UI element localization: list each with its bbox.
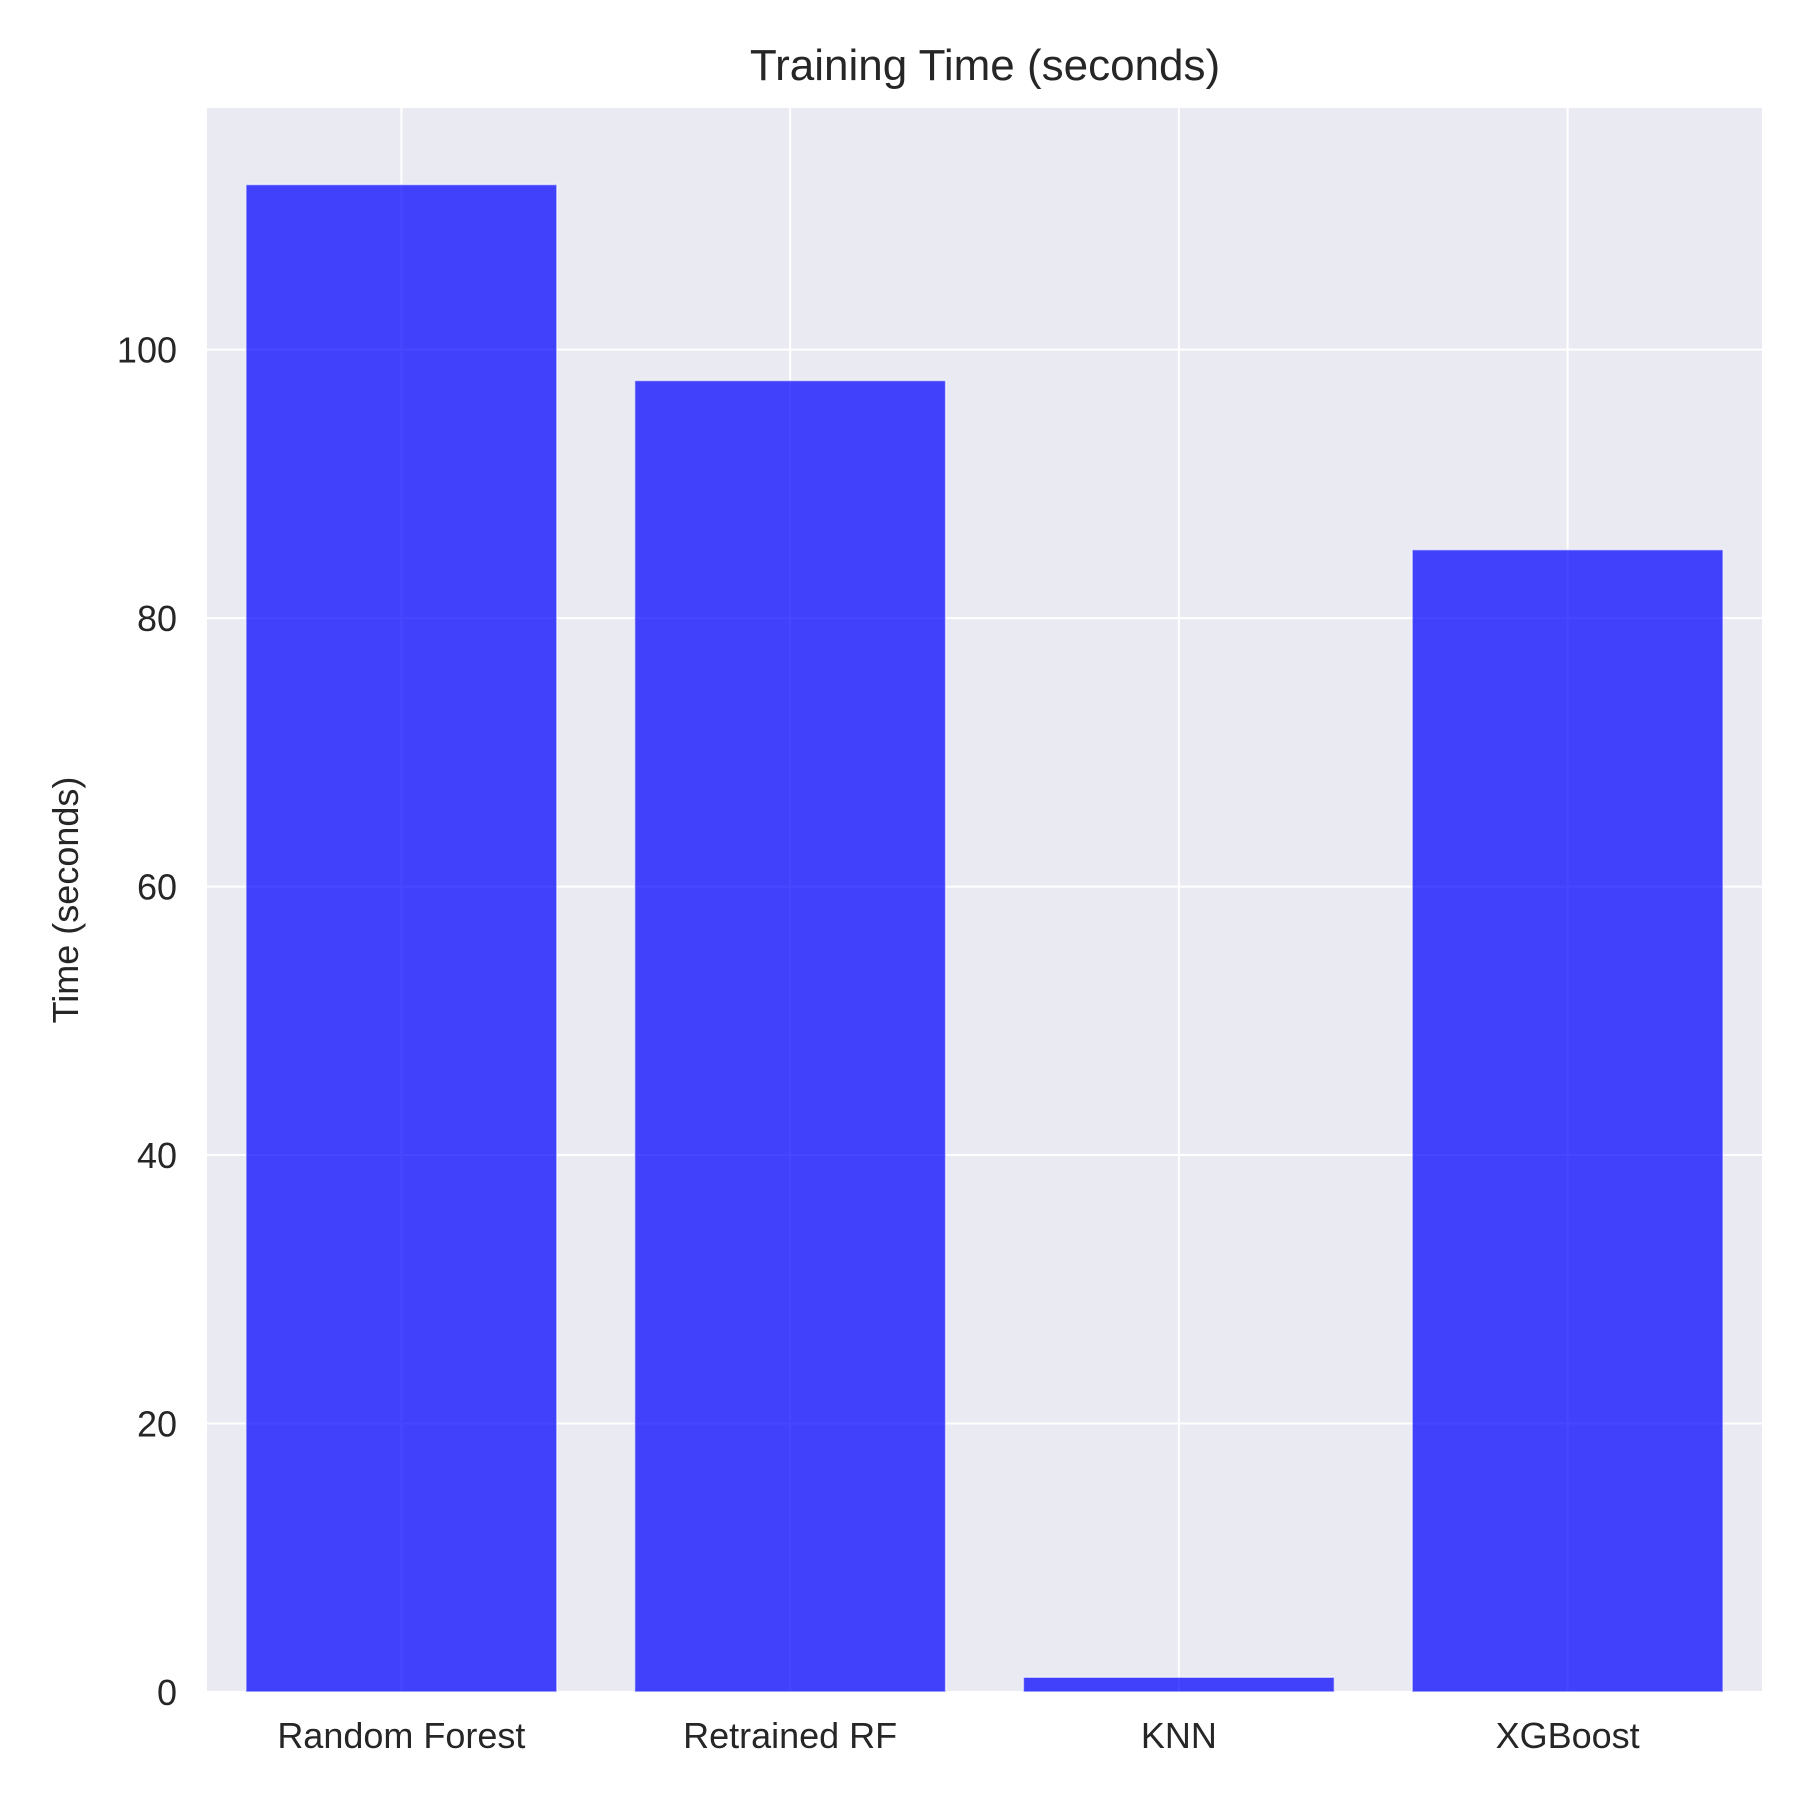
x-axis-ticks: Random Forest Retrained RF KNN XGBoost: [277, 1715, 1639, 1756]
y-tick-label: 0: [157, 1672, 177, 1713]
bars-layer: [245, 183, 1724, 1693]
y-tick-label: 60: [137, 867, 177, 908]
y-axis-ticks: 0 20 40 60 80 100: [117, 330, 177, 1713]
x-tick-label: Retrained RF: [683, 1715, 897, 1756]
x-tick-label: Random Forest: [277, 1715, 525, 1756]
bar-knn: [1022, 1676, 1336, 1693]
bar-retrained-rf: [633, 379, 947, 1693]
y-tick-label: 100: [117, 330, 177, 371]
y-tick-label: 20: [137, 1404, 177, 1445]
y-axis-label: Time (seconds): [45, 777, 86, 1024]
chart-title: Training Time (seconds): [750, 41, 1220, 90]
bar-random-forest: [245, 183, 558, 1693]
y-tick-label: 80: [137, 598, 177, 639]
x-tick-label: XGBoost: [1496, 1715, 1640, 1756]
x-tick-label: KNN: [1141, 1715, 1217, 1756]
bar-xgboost: [1411, 548, 1724, 1693]
y-tick-label: 40: [137, 1135, 177, 1176]
